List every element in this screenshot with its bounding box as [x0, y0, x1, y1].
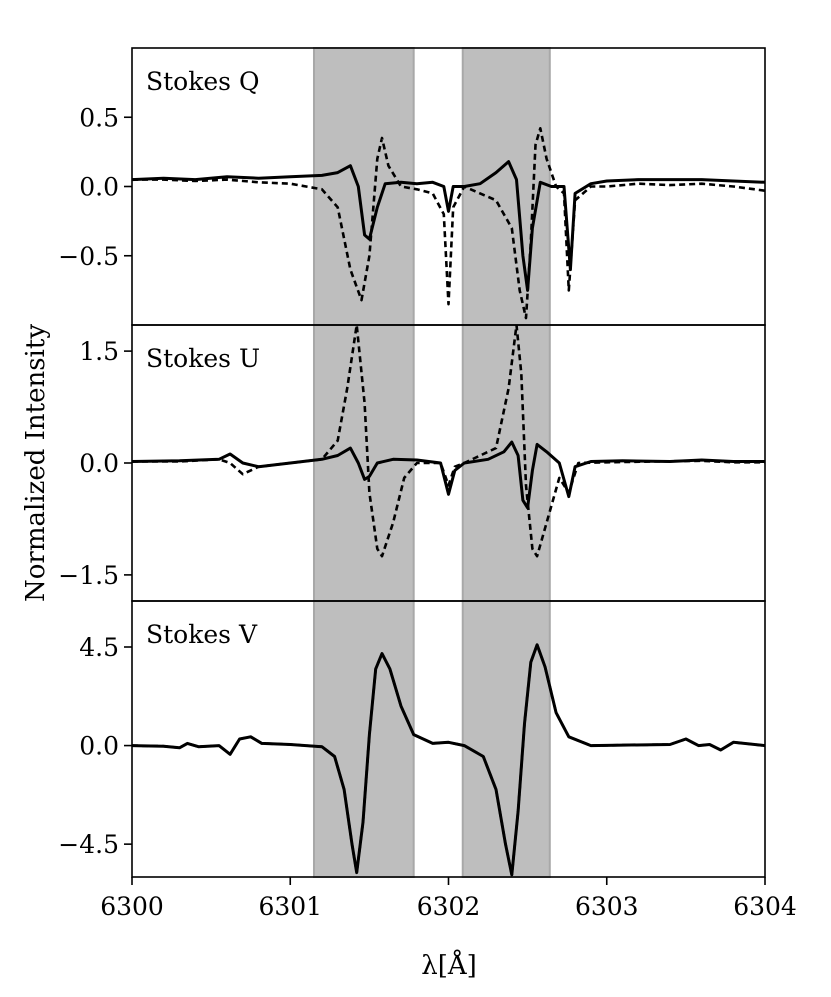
x-tick-label-3: 6302	[417, 892, 481, 921]
shaded-regions	[312, 47, 551, 878]
panel-labels: Stokes Q Stokes U Stokes V	[146, 67, 260, 649]
shaded-band-stokes-q-1	[312, 47, 415, 326]
y-tick-label-stokes-v-3: −4.5	[58, 830, 119, 859]
series-solid-stokes-v	[132, 643, 765, 877]
x-tick-label-2: 6301	[258, 892, 322, 921]
x-tick-label-1: 6300	[100, 892, 164, 921]
series-solid-stokes-u	[132, 440, 765, 510]
y-tick-label-stokes-v-2: 0.0	[79, 732, 119, 761]
panel-label-stokes-q: Stokes Q	[146, 67, 259, 96]
panel-label-stokes-v: Stokes V	[146, 620, 258, 649]
series-solid-stokes-q	[132, 160, 765, 292]
shaded-band-stokes-u-2	[461, 324, 551, 602]
y-tick-label-stokes-u-2: 0.0	[79, 449, 119, 478]
series-dashed-stokes-u	[132, 325, 765, 558]
series-dashed-stokes-q	[132, 127, 765, 320]
x-tick-label-4: 6303	[575, 892, 639, 921]
y-axis-title: Normalized Intensity	[21, 324, 51, 602]
data-curves	[132, 127, 765, 877]
y-tick-label-stokes-q-1: 0.5	[79, 103, 119, 132]
y-tick-label-stokes-v-1: 4.5	[79, 633, 119, 662]
shaded-band-stokes-v-2	[461, 600, 551, 878]
y-tick-label-stokes-u-3: −1.5	[58, 561, 119, 590]
x-axis-title: λ[Å]	[421, 949, 477, 981]
x-tick-label-5: 6304	[733, 892, 797, 921]
panel-label-stokes-u: Stokes U	[146, 344, 260, 373]
y-tick-label-stokes-q-3: −0.5	[58, 242, 119, 271]
shaded-band-stokes-q-2	[461, 47, 551, 326]
shaded-band-stokes-v-1	[312, 600, 415, 878]
y-axis-ticks: 0.5 0.0 −0.5 1.5 0.0 −1.5 4.5 0.0 −4.5	[58, 103, 132, 859]
series-dashed-stokes-v	[132, 643, 765, 877]
y-tick-label-stokes-q-2: 0.0	[79, 173, 119, 202]
shaded-band-stokes-u-1	[312, 324, 415, 602]
x-axis-ticks: 6300 6301 6302 6303 6304	[100, 877, 797, 921]
y-tick-label-stokes-u-1: 1.5	[79, 337, 119, 366]
